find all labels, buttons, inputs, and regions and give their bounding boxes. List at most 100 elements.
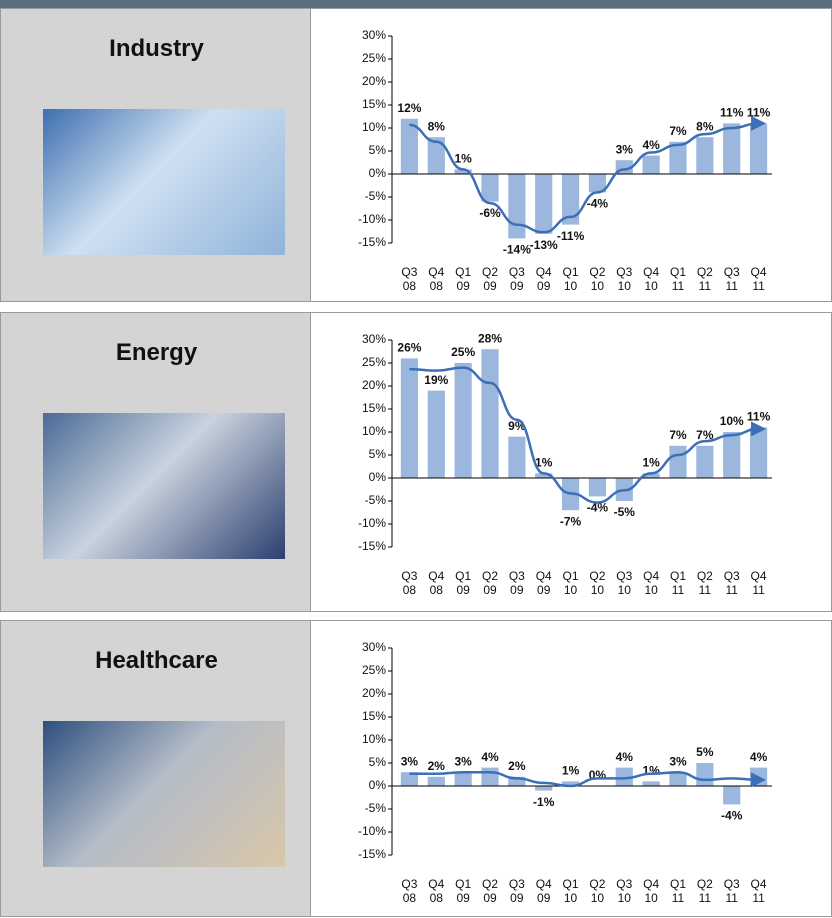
- value-label: 5%: [696, 745, 714, 759]
- bar: [454, 169, 472, 174]
- x-tick-label: Q4 08: [428, 569, 445, 597]
- x-tick-label: Q4 10: [643, 877, 660, 905]
- bar: [481, 349, 499, 478]
- x-tick-label: Q2 11: [696, 569, 713, 597]
- y-tick-label: 15%: [362, 97, 386, 111]
- x-tick-label: Q3 08: [401, 569, 418, 597]
- bar: [749, 767, 768, 786]
- x-tick-label: Q4 08: [428, 877, 445, 905]
- bar: [535, 174, 553, 234]
- x-tick-label: Q4 09: [535, 877, 552, 905]
- trend-arrow: [409, 770, 767, 788]
- x-tick-label: Q1 10: [562, 265, 579, 293]
- value-label: 19%: [424, 373, 448, 387]
- photo: [43, 721, 285, 867]
- photo: [43, 413, 285, 559]
- x-tick-label: Q4 09: [535, 569, 552, 597]
- bar: [427, 776, 445, 786]
- value-label: 1%: [562, 764, 580, 778]
- x-tick-label: Q2 09: [481, 569, 498, 597]
- bar: [454, 363, 472, 478]
- sector-title: Energy: [115, 339, 198, 366]
- x-tick-label: Q3 10: [616, 569, 633, 597]
- value-label: 28%: [478, 331, 502, 345]
- x-tick-label: Q1 10: [562, 877, 579, 905]
- bar: [427, 137, 445, 174]
- trend-arrow: [409, 115, 767, 234]
- x-tick-label: Q1 10: [562, 569, 579, 597]
- x-tick-label: Q3 10: [616, 265, 633, 293]
- value-label: 4%: [481, 750, 499, 764]
- top-bar: [0, 0, 832, 8]
- value-label: 7%: [696, 428, 714, 442]
- y-tick-label: 0%: [369, 778, 387, 792]
- x-tick-label: Q2 10: [589, 265, 606, 293]
- value-label: 4%: [616, 750, 634, 764]
- value-label: 4%: [750, 750, 768, 764]
- y-tick-label: 25%: [362, 663, 386, 677]
- bar: [588, 478, 607, 497]
- value-label: -4%: [587, 197, 609, 211]
- bar: [508, 174, 526, 239]
- value-label: 3%: [616, 142, 634, 156]
- x-tick-label: Q2 09: [481, 877, 498, 905]
- y-tick-label: 0%: [369, 166, 387, 180]
- chart-panel: Healthcare -15% -10% -5% 0% 5% 10% 15% 20% 25% 30%…: [0, 620, 832, 917]
- x-tick-label: Q3 11: [723, 569, 740, 597]
- value-label: 8%: [428, 119, 446, 133]
- value-label: 4%: [642, 138, 660, 152]
- x-tick-label: Q3 11: [723, 877, 740, 905]
- chart: -15% -10% -5% 0% 5% 10% 15% 20% 25% 30% 3% 2% 3% 4% 2%…: [358, 640, 772, 861]
- bar: [669, 141, 687, 174]
- x-tick-label: Q4 11: [750, 877, 767, 905]
- value-label: 3%: [669, 754, 687, 768]
- value-label: 2%: [508, 759, 526, 773]
- value-label: 7%: [669, 124, 687, 138]
- y-tick-label: 25%: [362, 355, 386, 369]
- x-tick-label: Q2 09: [481, 265, 498, 293]
- value-label: 3%: [401, 754, 419, 768]
- chart-panel: Energy -15% -10% -5% 0% 5% 10% 15% 20% 25% 30% 26% 1…: [0, 312, 832, 612]
- x-tick-label: Q4 10: [643, 569, 660, 597]
- y-tick-label: -5%: [365, 189, 387, 203]
- x-tick-label: Q2 10: [589, 569, 606, 597]
- bar: [696, 763, 714, 786]
- sector-title: Industry: [109, 35, 204, 62]
- bar: [642, 473, 660, 478]
- bar: [723, 786, 741, 805]
- x-tick-label: Q3 11: [723, 265, 740, 293]
- x-tick-label: Q1 09: [455, 265, 472, 293]
- y-tick-label: 10%: [362, 424, 386, 438]
- x-tick-label: Q3 09: [508, 877, 525, 905]
- y-tick-label: 20%: [362, 378, 386, 392]
- y-tick-label: -10%: [358, 516, 386, 530]
- x-tick-label: Q1 09: [455, 877, 472, 905]
- y-tick-label: -10%: [358, 824, 386, 838]
- x-tick-label: Q2 10: [589, 877, 606, 905]
- y-tick-label: 30%: [362, 28, 386, 42]
- bar: [400, 118, 419, 174]
- x-tick-label: Q3 10: [616, 877, 633, 905]
- value-label: 11%: [747, 410, 771, 424]
- y-tick-label: 10%: [362, 732, 386, 746]
- y-tick-label: 30%: [362, 640, 386, 654]
- value-label: -13%: [530, 238, 558, 252]
- value-label: 1%: [642, 456, 660, 470]
- y-tick-label: -10%: [358, 212, 386, 226]
- bar: [669, 772, 687, 786]
- value-label: 10%: [720, 414, 744, 428]
- x-tick-label: Q4 10: [643, 265, 660, 293]
- y-tick-label: -15%: [358, 539, 386, 553]
- bar: [723, 432, 741, 478]
- bar: [588, 174, 607, 193]
- value-label: 26%: [397, 341, 421, 355]
- x-tick-label: Q4 11: [750, 265, 767, 293]
- y-tick-label: 5%: [369, 755, 387, 769]
- value-label: 11%: [747, 106, 771, 120]
- x-tick-label: Q3 08: [401, 877, 418, 905]
- value-label: -4%: [587, 501, 609, 515]
- bar: [535, 473, 553, 478]
- x-tick-label: Q1 11: [669, 877, 686, 905]
- bar: [481, 767, 499, 786]
